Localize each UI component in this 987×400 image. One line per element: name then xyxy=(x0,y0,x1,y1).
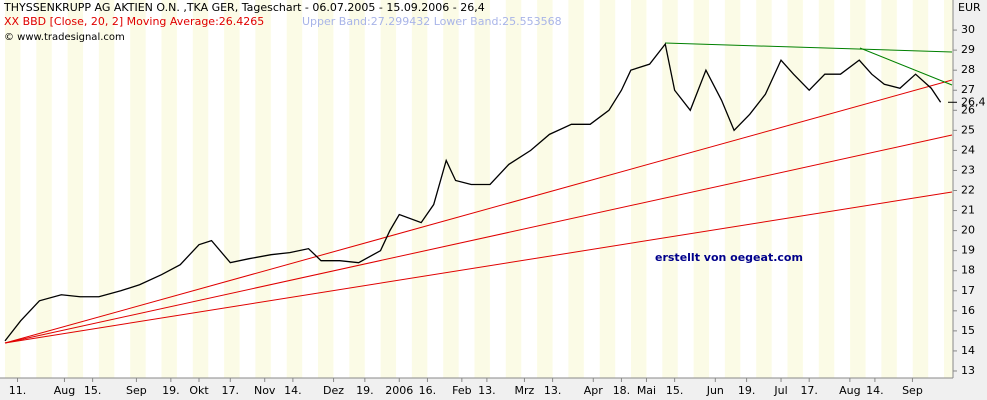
x-tick-label: Jul xyxy=(773,384,787,397)
y-tick-label: 26 xyxy=(961,103,975,116)
plot-background xyxy=(0,0,953,378)
y-tick-label: 22 xyxy=(961,184,975,197)
price-line xyxy=(4,42,942,342)
trendline xyxy=(4,191,953,344)
bands-label: Upper Band:27.299432 Lower Band:25.55356… xyxy=(302,15,562,28)
x-tick-label: Aug xyxy=(839,384,860,397)
y-tick-label: 27 xyxy=(961,83,975,96)
x-tick-label: Okt xyxy=(189,384,209,397)
trendline xyxy=(4,134,953,344)
x-tick-label: 13. xyxy=(478,384,496,397)
y-tick-label: 16 xyxy=(961,304,975,317)
x-tick-label: Apr xyxy=(584,384,604,397)
y-tick-label: 20 xyxy=(961,224,975,237)
y-tick-label: 24 xyxy=(961,143,975,156)
trendline xyxy=(4,79,953,344)
y-tick-label: 25 xyxy=(961,123,975,136)
y-tick-label: 28 xyxy=(961,63,975,76)
x-tick-label: Jun xyxy=(706,384,724,397)
x-tick-label: Mai xyxy=(637,384,656,397)
y-tick-label: 14 xyxy=(961,344,975,357)
y-axis-panel xyxy=(953,0,987,400)
x-tick-label: Aug xyxy=(54,384,75,397)
x-tick-label: 17. xyxy=(222,384,240,397)
y-tick-label: 21 xyxy=(961,204,975,217)
indicator-label: XX BBD [Close, 20, 2] Moving Average:26.… xyxy=(4,15,264,28)
x-tick-label: 14. xyxy=(866,384,884,397)
y-tick-label: 30 xyxy=(961,23,975,36)
y-unit: EUR xyxy=(958,1,981,14)
y-tick-label: 23 xyxy=(961,163,975,176)
x-tick-label: 19. xyxy=(738,384,756,397)
y-tick-label: 13 xyxy=(961,364,975,377)
x-tick-label: Feb xyxy=(452,384,471,397)
chart-title: THYSSENKRUPP AG AKTIEN O.N. ,TKA GER, Ta… xyxy=(3,1,485,14)
x-tick-label: 16. xyxy=(419,384,437,397)
copyright: © www.tradesignal.com xyxy=(4,32,125,43)
x-tick-label: Nov xyxy=(254,384,276,397)
trendline xyxy=(859,47,953,86)
x-tick-label: 15. xyxy=(84,384,102,397)
x-tick-label: Mrz xyxy=(515,384,535,397)
x-tick-label: Dez xyxy=(323,384,344,397)
x-tick-label: 11. xyxy=(9,384,27,397)
x-tick-label: 19. xyxy=(356,384,374,397)
x-tick-label: 18. xyxy=(613,384,631,397)
x-tick-label: 15. xyxy=(666,384,684,397)
y-tick-label: 29 xyxy=(961,43,975,56)
x-tick-label: Sep xyxy=(126,384,147,397)
x-tick-label: Sep xyxy=(902,384,923,397)
last-price-label: 26,4 xyxy=(961,95,986,108)
x-tick-label: 14. xyxy=(284,384,302,397)
trendlines xyxy=(4,42,953,344)
x-tick-label: 13. xyxy=(544,384,562,397)
x-tick-label: 2006 xyxy=(385,384,413,397)
trendline xyxy=(664,42,953,53)
x-tick-label: 19. xyxy=(162,384,180,397)
y-tick-label: 18 xyxy=(961,264,975,277)
x-axis-panel xyxy=(0,378,953,400)
x-tick-label: 17. xyxy=(800,384,818,397)
y-tick-label: 15 xyxy=(961,324,975,337)
y-tick-label: 17 xyxy=(961,284,975,297)
annotation: erstellt von oegeat.com xyxy=(655,251,803,264)
y-tick-label: 19 xyxy=(961,244,975,257)
